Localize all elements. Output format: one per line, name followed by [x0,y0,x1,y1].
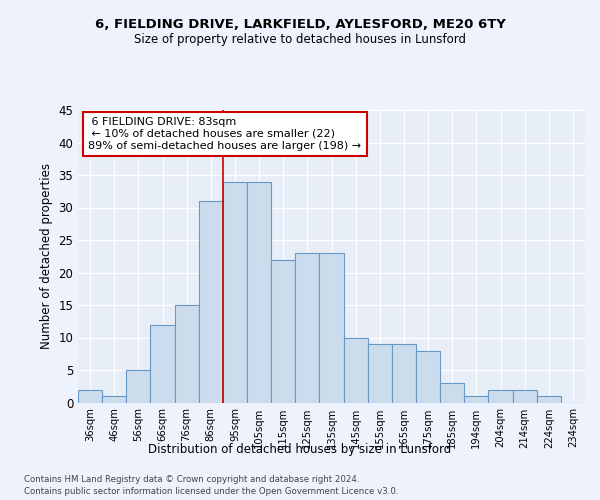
Bar [488,390,512,402]
Bar [392,344,416,403]
Bar [151,324,175,402]
Bar [295,253,319,402]
Text: Contains public sector information licensed under the Open Government Licence v3: Contains public sector information licen… [24,488,398,496]
Text: 6 FIELDING DRIVE: 83sqm
 ← 10% of detached houses are smaller (22)
89% of semi-d: 6 FIELDING DRIVE: 83sqm ← 10% of detache… [88,118,361,150]
Text: 6, FIELDING DRIVE, LARKFIELD, AYLESFORD, ME20 6TY: 6, FIELDING DRIVE, LARKFIELD, AYLESFORD,… [95,18,505,30]
Text: Size of property relative to detached houses in Lunsford: Size of property relative to detached ho… [134,32,466,46]
Bar [175,305,199,402]
Bar [271,260,295,402]
Bar [440,383,464,402]
Bar [78,390,102,402]
Bar [102,396,126,402]
Y-axis label: Number of detached properties: Number of detached properties [40,163,53,349]
Bar [344,338,368,402]
Bar [512,390,537,402]
Bar [416,350,440,403]
Bar [368,344,392,403]
Bar [223,182,247,402]
Bar [199,201,223,402]
Bar [319,253,344,402]
Bar [247,182,271,402]
Bar [126,370,151,402]
Text: Distribution of detached houses by size in Lunsford: Distribution of detached houses by size … [148,442,452,456]
Text: Contains HM Land Registry data © Crown copyright and database right 2024.: Contains HM Land Registry data © Crown c… [24,475,359,484]
Bar [537,396,561,402]
Bar [464,396,488,402]
